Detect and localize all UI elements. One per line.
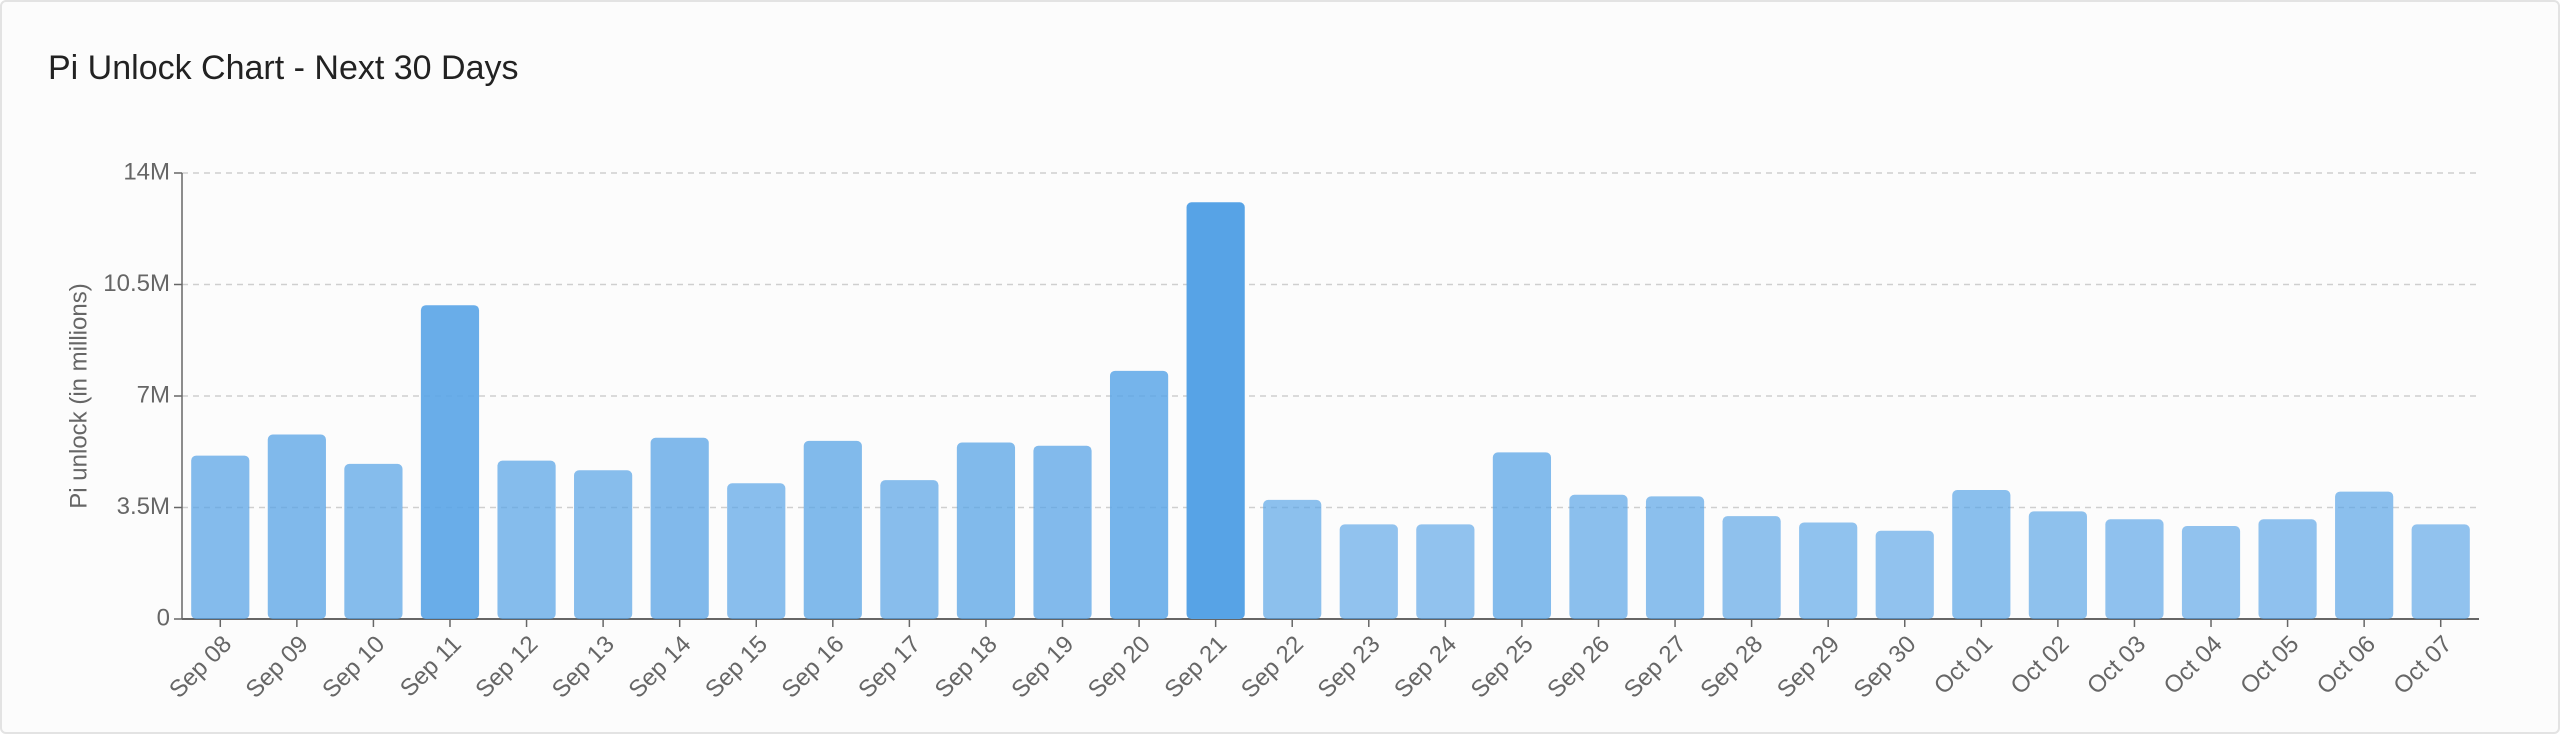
x-tick-label: Sep 08 [164,631,237,704]
bar [1416,524,1475,619]
bar [420,305,480,619]
bar [956,442,1016,619]
bar [1263,499,1322,619]
x-tick-label: Sep 10 [317,631,390,704]
x-tick-label: Oct 07 [2388,631,2457,700]
bar [2028,511,2087,619]
bar [2105,519,2164,619]
x-tick-label: Sep 09 [241,631,314,704]
chart-title: Pi Unlock Chart - Next 30 Days [48,49,519,87]
bar [1875,530,1934,619]
bar [574,470,633,619]
x-tick-label: Sep 27 [1619,631,1692,704]
bar [1109,370,1169,619]
bar [1492,452,1552,619]
x-tick-label: Sep 11 [395,631,467,703]
bar [1645,496,1705,619]
x-tick-label: Sep 18 [930,631,1003,704]
bar [880,480,939,619]
x-tick-label: Sep 29 [1772,631,1845,704]
bar [727,483,786,619]
bar [2258,519,2317,619]
bar [650,437,709,619]
bar [267,434,326,619]
x-tick-label: Oct 01 [1929,631,1998,700]
x-tick-label: Sep 16 [777,631,850,704]
x-tick-label: Oct 05 [2235,631,2304,700]
bar [2181,525,2241,619]
x-tick-label: Sep 23 [1313,631,1386,704]
bar [1339,524,1398,619]
x-tick-label: Sep 13 [547,631,620,704]
bar [1799,522,1858,619]
x-tick-label: Sep 17 [853,631,926,704]
x-tick-label: Sep 15 [700,631,773,704]
x-tick-label: Sep 25 [1466,631,1539,704]
y-tick-label: 7M [137,381,170,408]
y-tick-label: 10.5M [103,270,170,297]
x-tick-label: Sep 19 [1006,631,1079,704]
x-tick-label: Oct 06 [2312,631,2381,700]
x-tick-label: Oct 04 [2159,631,2228,700]
bar [1033,445,1092,619]
bar [191,455,250,619]
bar [497,460,556,619]
x-tick-label: Sep 12 [470,631,543,704]
bar [803,440,862,619]
y-tick-label: 3.5M [117,493,170,520]
y-axis-label: Pi unlock (in millions) [65,283,92,508]
bar [344,463,403,619]
bar [1186,202,1245,619]
x-tick-label: Sep 28 [1695,631,1768,704]
x-tick-label: Sep 30 [1849,631,1922,704]
bar [1569,494,1628,619]
x-tick-label: Sep 21 [1159,631,1232,704]
bar [1722,516,1781,619]
x-tick-label: Sep 14 [624,631,697,704]
bar [1952,489,2011,619]
x-tick-label: Sep 22 [1236,631,1309,704]
bar [2411,524,2470,619]
x-tick-label: Sep 24 [1389,631,1462,704]
x-tick-label: Oct 02 [2006,631,2075,700]
bar [2335,491,2394,619]
x-tick-label: Oct 03 [2082,631,2151,700]
y-tick-label: 14M [123,158,170,185]
x-tick-label: Sep 20 [1083,631,1156,704]
y-tick-label: 0 [157,604,170,631]
x-tick-label: Sep 26 [1542,631,1615,704]
